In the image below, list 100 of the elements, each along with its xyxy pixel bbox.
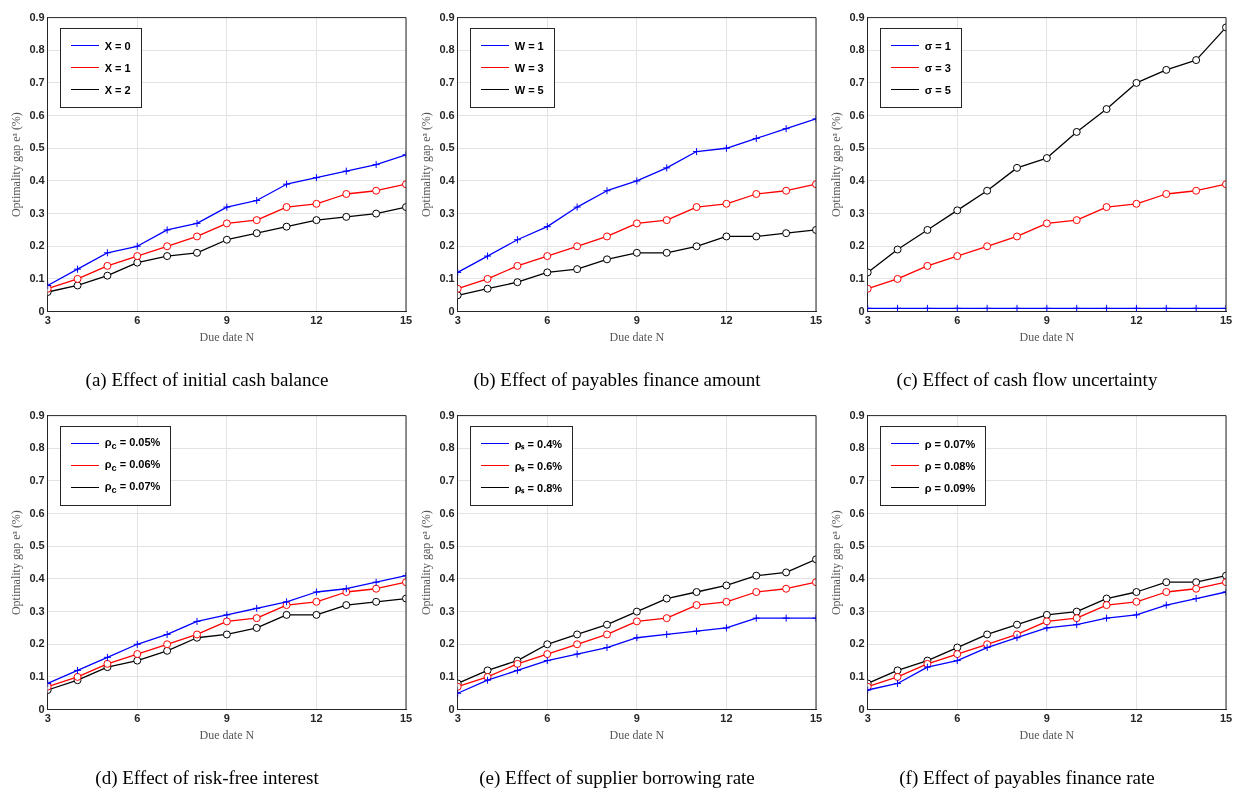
y-tick-label: 0.1 <box>439 669 455 682</box>
legend-label: σ = 1 <box>924 39 951 52</box>
y-tick-label: 0.6 <box>849 108 865 121</box>
y-tick-label: 0.6 <box>439 506 455 519</box>
y-tick-label: 0 <box>38 304 45 317</box>
legend-label: ρ$_{c}$ = 0.05% <box>104 436 161 452</box>
y-tick-label: 0.2 <box>439 637 455 650</box>
x-tick-label: 12 <box>310 314 323 327</box>
y-tick-label: 0 <box>448 304 455 317</box>
x-tick-label: 9 <box>633 712 640 725</box>
y-tick-label: 0.9 <box>849 10 865 23</box>
y-tick-label: 0.8 <box>29 43 45 56</box>
x-tick-label: 15 <box>399 314 413 327</box>
y-tick-label: 0.1 <box>849 271 865 284</box>
y-tick-label: 0.5 <box>439 539 455 552</box>
x-tick-label: 6 <box>954 314 961 327</box>
y-tick-label: 0 <box>858 702 865 715</box>
legend-label: W = 3 <box>514 61 544 74</box>
legend-label: ρ = 0.08% <box>924 459 976 472</box>
legend-label: ρ = 0.07% <box>924 437 976 450</box>
y-tick-label: 0.3 <box>439 604 455 617</box>
x-tick-label: 3 <box>44 712 51 725</box>
y-tick-label: 0.8 <box>849 441 865 454</box>
y-tick-label: 0.5 <box>439 141 455 154</box>
legend-label: ρ = 0.09% <box>924 481 976 494</box>
legend-label: X = 1 <box>104 61 131 74</box>
x-tick-label: 15 <box>399 712 413 725</box>
x-axis-title: Due date N <box>609 330 665 345</box>
y-tick-label: 0.8 <box>439 43 455 56</box>
legend-label: σ = 5 <box>924 83 951 96</box>
x-tick-label: 3 <box>864 712 871 725</box>
x-tick-label: 12 <box>1130 314 1143 327</box>
y-tick-label: 0.1 <box>439 271 455 284</box>
y-axis-title: Optimality gap eᵃ (%) <box>829 112 844 218</box>
x-axis-title: Due date N <box>199 728 255 743</box>
x-tick-label: 9 <box>1043 712 1050 725</box>
x-axis-title: Due date N <box>1019 330 1075 345</box>
y-tick-label: 0.8 <box>439 441 455 454</box>
y-tick-label: 0 <box>858 304 865 317</box>
text: (e) Effect of supplier borrowing rate <box>479 766 755 789</box>
y-tick-label: 0.3 <box>849 206 865 219</box>
legend-label: σ = 3 <box>924 61 951 74</box>
legend-label: ρₛ = 0.8% <box>514 481 563 496</box>
y-tick-label: 0.9 <box>29 408 45 421</box>
text: (d) Effect of risk-free interest <box>95 766 320 789</box>
x-axis-title: Due date N <box>609 728 665 743</box>
x-tick-label: 9 <box>223 314 230 327</box>
y-tick-label: 0.5 <box>29 141 45 154</box>
y-axis-title: Optimality gap eᵃ (%) <box>829 510 844 616</box>
y-axis-title: Optimality gap eᵃ (%) <box>9 112 24 218</box>
x-tick-label: 6 <box>134 314 141 327</box>
x-tick-label: 3 <box>864 314 871 327</box>
x-tick-label: 15 <box>809 314 823 327</box>
y-tick-label: 0.8 <box>849 43 865 56</box>
legend-label: W = 1 <box>514 39 544 52</box>
x-axis-title: Due date N <box>1019 728 1075 743</box>
y-tick-label: 0.8 <box>29 441 45 454</box>
y-tick-label: 0.2 <box>29 637 45 650</box>
x-tick-label: 3 <box>44 314 51 327</box>
text: (f) Effect of payables finance rate <box>899 766 1155 789</box>
y-tick-label: 0.5 <box>849 539 865 552</box>
y-tick-label: 0.3 <box>439 206 455 219</box>
legend-label: X = 2 <box>104 83 131 96</box>
y-tick-label: 0.7 <box>29 75 45 88</box>
legend-label: ρ$_{c}$ = 0.06% <box>104 458 161 474</box>
x-tick-label: 3 <box>454 712 461 725</box>
y-tick-label: 0.3 <box>29 206 45 219</box>
y-tick-label: 0.5 <box>29 539 45 552</box>
y-tick-label: 0.2 <box>849 637 865 650</box>
y-tick-label: 0.7 <box>29 473 45 486</box>
x-tick-label: 12 <box>1130 712 1143 725</box>
text: (c) Effect of cash flow uncertainty <box>896 368 1158 391</box>
legend-label: ρₛ = 0.6% <box>514 459 563 474</box>
x-tick-label: 6 <box>134 712 141 725</box>
y-tick-label: 0.6 <box>29 506 45 519</box>
x-tick-label: 15 <box>1219 712 1233 725</box>
legend-label: W = 5 <box>514 83 544 96</box>
x-tick-label: 9 <box>223 712 230 725</box>
y-tick-label: 0.4 <box>849 571 866 584</box>
x-tick-label: 9 <box>633 314 640 327</box>
legend-label: ρ$_{c}$ = 0.07% <box>104 480 161 496</box>
x-tick-label: 6 <box>544 712 551 725</box>
y-tick-label: 0.4 <box>29 571 46 584</box>
y-tick-label: 0.6 <box>29 108 45 121</box>
y-tick-label: 0.3 <box>849 604 865 617</box>
y-tick-label: 0 <box>38 702 45 715</box>
legend-label: ρₛ = 0.4% <box>514 437 563 452</box>
text: (a) Effect of initial cash balance <box>85 368 329 391</box>
y-tick-label: 0.1 <box>29 271 45 284</box>
y-tick-label: 0.1 <box>29 669 45 682</box>
y-tick-label: 0.2 <box>29 239 45 252</box>
x-tick-label: 6 <box>544 314 551 327</box>
y-axis-title: Optimality gap eᵃ (%) <box>419 112 434 218</box>
y-tick-label: 0.6 <box>849 506 865 519</box>
y-tick-label: 0.4 <box>439 173 456 186</box>
y-tick-label: 0.4 <box>29 173 46 186</box>
legend-label: X = 0 <box>104 39 131 52</box>
text: (b) Effect of payables finance amount <box>473 368 762 391</box>
y-tick-label: 0.2 <box>849 239 865 252</box>
x-tick-label: 15 <box>809 712 823 725</box>
